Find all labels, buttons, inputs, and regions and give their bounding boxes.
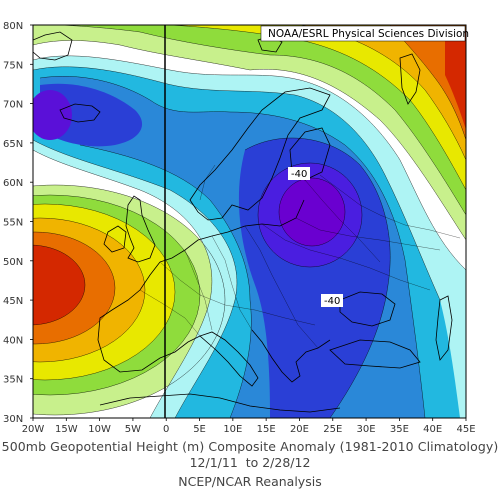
lon-tick-label: 40E [423,424,442,435]
turkey-outline [329,339,421,369]
lat-tick-label: 60N [3,178,23,189]
contour-label-bg-1 [288,167,310,180]
credit-text: NOAA/ESRL Physical Sciences Division [268,28,469,40]
lon-tick-label: 10E [223,424,242,435]
lat-tick-label: 70N [3,100,23,111]
coastlines [33,31,453,413]
north-positive-band-3 [170,25,466,190]
anomaly-field [33,25,466,418]
lon-tick-label: 35E [390,424,409,435]
latitude-axis: 80N 75N 70N 65N 60N 55N 50N 45N 40N 35N 30N [3,21,33,425]
ireland-outline [103,225,127,253]
caption-date-range: 12/1/11 to 2/28/12 [189,455,311,470]
lat-tick-label: 80N [3,21,23,32]
credit-box [260,25,466,42]
negative-core-2 [279,178,345,246]
west-positive-6 [33,245,85,325]
greenland-outline [33,31,73,61]
negative-core-west [33,90,72,140]
lon-tick-label: 15E [257,424,276,435]
lon-tick-label: 15W [55,424,78,435]
lat-tick-label: 35N [3,375,23,386]
lon-tick-label: 20E [290,424,309,435]
lon-tick-label: 5W [125,424,141,435]
lat-tick-label: 40N [3,335,23,346]
lon-tick-label: 25E [323,424,342,435]
france-iberia-coast [97,261,201,373]
lat-tick-label: 75N [3,60,23,71]
balkans-coast [251,329,331,383]
north-positive-band-6 [445,30,466,130]
north-positive-band-2 [60,25,466,215]
contour-label-1: -40 [291,169,307,180]
caspian-sea-outline [435,295,453,361]
lat-tick-label: 45N [3,296,23,307]
caption-source: NCEP/NCAR Reanalysis [178,474,322,489]
great-britain-outline [125,195,156,263]
lon-tick-label: 20W [22,424,45,435]
lon-tick-label: 5E [193,424,206,435]
caption-title: 500mb Geopotential Height (m) Composite … [1,439,499,454]
lon-tick-label: 30E [357,424,376,435]
lat-tick-label: 55N [3,218,23,229]
lat-tick-label: 65N [3,139,23,150]
longitude-axis: 20W 15W 10W 5W 0 5E 10E 15E 20E 25E 30E 35E 40E 45E [22,418,476,435]
lon-tick-label: 10W [88,424,111,435]
scandinavia-outline [189,87,331,221]
lat-tick-label: 30N [3,414,23,425]
italy-outline [199,331,259,387]
contour-label-bg-2 [321,294,343,307]
country-borders [139,164,461,349]
iceland-outline [59,103,101,123]
lat-tick-label: 50N [3,257,23,268]
lon-tick-label: 0 [163,424,169,435]
black-sea-outline [339,291,396,327]
lon-tick-label: 45E [456,424,475,435]
north-africa-coast [99,393,341,413]
novaya-zemlya-outline [399,53,421,105]
contour-label-2: -40 [324,296,340,307]
continental-coast [159,199,305,263]
contour-lines [33,25,466,418]
